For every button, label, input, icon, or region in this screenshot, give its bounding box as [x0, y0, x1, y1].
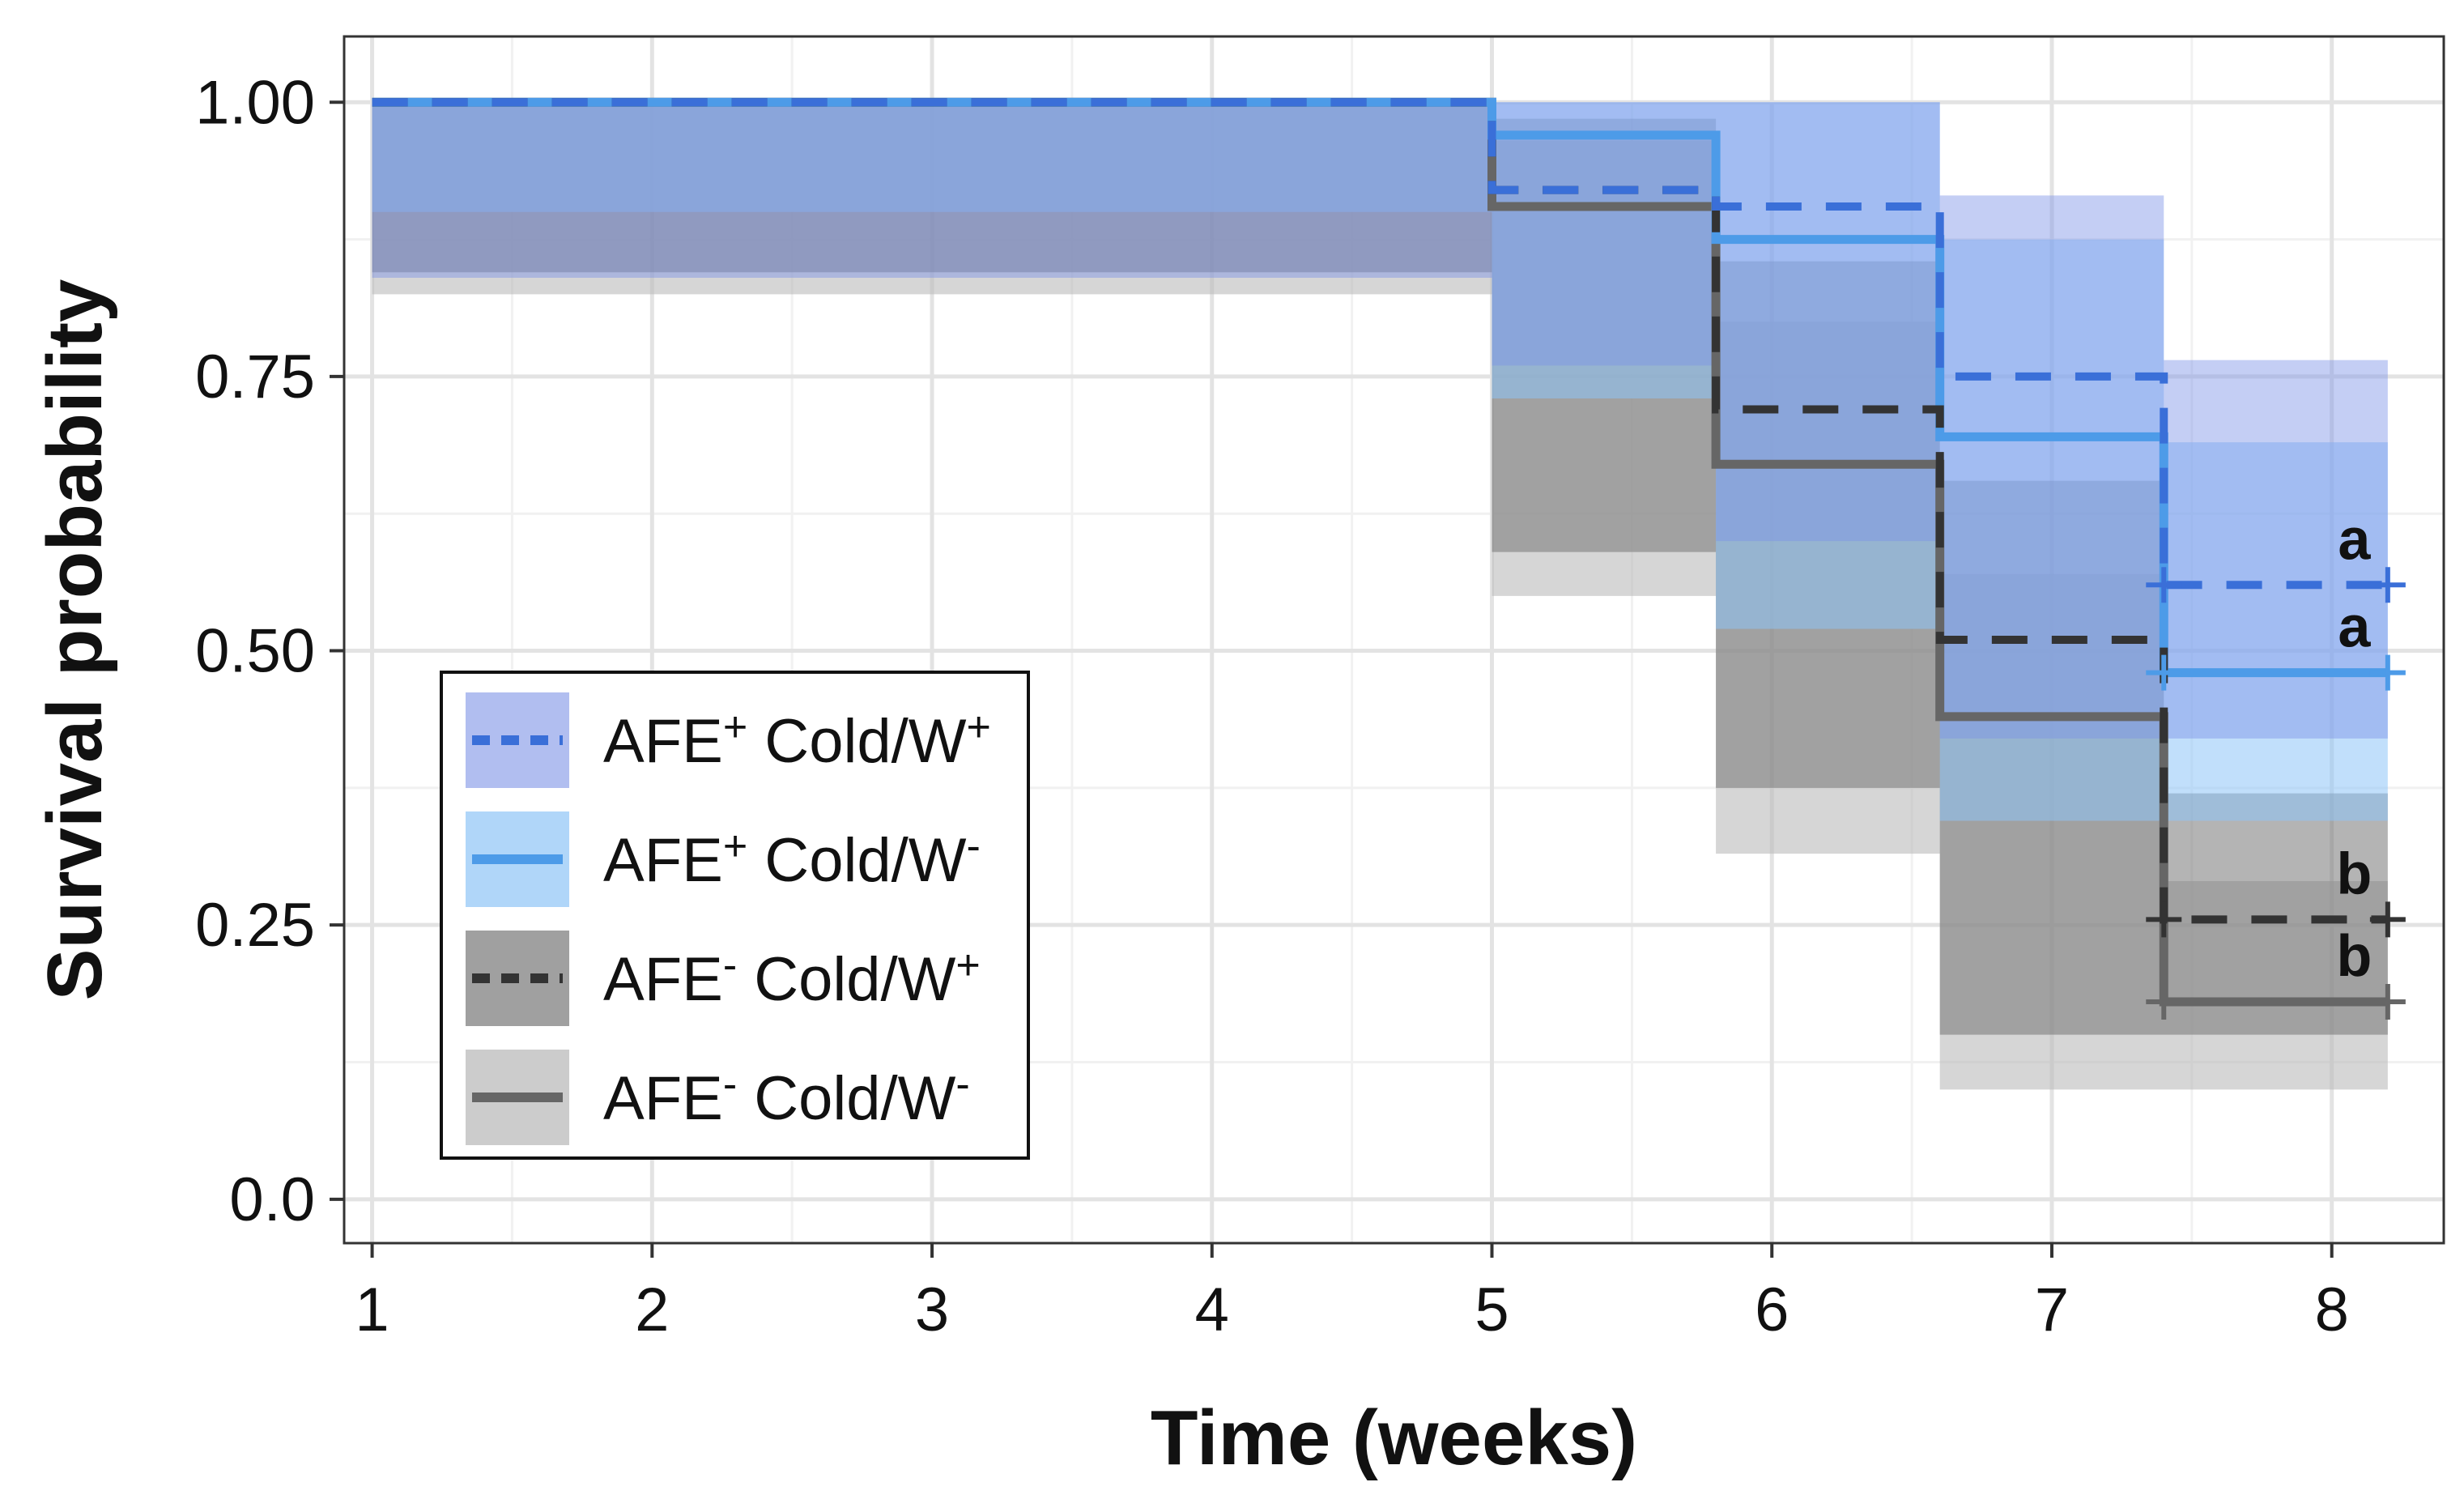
legend-label-superscript: + [955, 942, 980, 989]
legend-label-part: Cold/W [737, 1064, 956, 1133]
survival-curves [372, 97, 2388, 1007]
legend-label-superscript: - [723, 942, 737, 989]
x-tick-label: 6 [1755, 1276, 1789, 1344]
ci-band-series-2 [372, 102, 2388, 821]
x-tick-label: 1 [355, 1276, 389, 1344]
legend: AFE+ Cold/W+AFE+ Cold/W-AFE- Cold/W+AFE-… [440, 671, 1030, 1160]
x-axis-ticks: 1 2 3 4 5 6 7 8 [355, 1243, 2349, 1344]
legend-label-part: Cold/W [747, 707, 967, 776]
legend-label-part: AFE [603, 945, 723, 1014]
x-tick-label: 7 [2035, 1276, 2069, 1344]
legend-label: AFE- Cold/W- [603, 1061, 970, 1133]
legend-label: AFE+ Cold/W+ [603, 704, 991, 776]
x-tick-label: 4 [1195, 1276, 1229, 1344]
legend-label-part: AFE [603, 707, 723, 776]
legend-label-superscript: + [723, 823, 747, 870]
annotation-series-2: a [2338, 595, 2371, 660]
legend-label-superscript: - [723, 1061, 737, 1108]
annotation-series-1: a [2338, 507, 2371, 572]
legend-label-part: Cold/W [747, 826, 967, 895]
y-tick-label: 0.0 [229, 1165, 315, 1234]
annotation-series-3: b [2336, 841, 2372, 906]
x-axis-title: Time (weeks) [1151, 1395, 1637, 1481]
significance-annotations: aa bb [2336, 507, 2372, 989]
legend-label-superscript: + [966, 704, 990, 751]
panel-border [343, 35, 2445, 1245]
y-tick-label: 0.50 [195, 617, 315, 686]
y-axis-ticks: 0.0 0.25 0.50 0.75 1.00 [195, 68, 344, 1234]
annotation-series-4: b [2336, 924, 2372, 989]
legend-label-superscript: - [966, 823, 980, 870]
censor-marks [2146, 567, 2406, 1020]
x-tick-label: 3 [915, 1276, 949, 1344]
y-tick-label: 0.75 [195, 343, 315, 411]
x-tick-label: 8 [2315, 1276, 2349, 1344]
x-tick-label: 5 [1475, 1276, 1509, 1344]
survival-curve-series-1 [372, 98, 2388, 590]
x-tick-label: 2 [635, 1276, 669, 1344]
legend-label: AFE+ Cold/W- [603, 823, 981, 895]
y-tick-label: 1.00 [195, 68, 315, 137]
y-tick-label: 0.25 [195, 891, 315, 960]
legend-label-part: AFE [603, 1064, 723, 1133]
ci-band-series-1 [372, 102, 2388, 739]
legend-label-part: AFE [603, 826, 723, 895]
legend-label-part: Cold/W [737, 945, 956, 1014]
confidence-bands [372, 102, 2388, 1090]
legend-label-superscript: - [955, 1061, 969, 1108]
y-axis-title: Survival probability [32, 279, 118, 1001]
legend-label-superscript: + [723, 704, 747, 751]
legend-label: AFE- Cold/W+ [603, 942, 981, 1014]
